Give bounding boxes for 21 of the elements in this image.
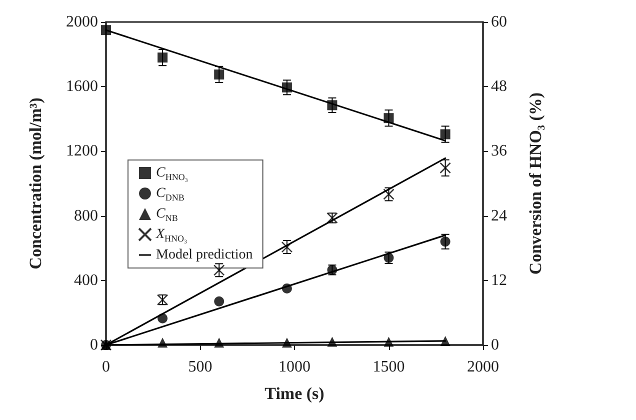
x-tick-label: 2000	[467, 358, 499, 376]
y-tick-label: 400	[74, 272, 98, 289]
y2-tick-label: 60	[491, 14, 507, 30]
x-tick-label: 1000	[278, 358, 310, 376]
legend-label: Model prediction	[156, 248, 253, 262]
y2-axis-title: Conversion of HNO₃ (%)	[526, 92, 545, 275]
x-axis-title: Time (s)	[264, 384, 324, 403]
x-tick-label: 0	[102, 358, 110, 376]
y2-tick-label: 36	[491, 142, 507, 160]
y-tick-label: 2000	[66, 14, 98, 30]
y2-tick-label: 24	[491, 207, 507, 224]
y-tick-label: 1200	[66, 142, 98, 160]
x-tick-label: 500	[188, 358, 212, 376]
y-tick-label: 0	[90, 336, 98, 354]
y2-tick-label: 0	[491, 336, 499, 354]
y2-tick-label: 12	[491, 272, 507, 289]
x-tick-label: 1500	[372, 358, 405, 376]
y-tick-label: 1600	[66, 78, 98, 96]
y-axis-title: Concentration (mol/m³)	[26, 98, 45, 270]
y2-tick-label: 48	[491, 78, 507, 96]
y-tick-label: 800	[74, 207, 98, 224]
